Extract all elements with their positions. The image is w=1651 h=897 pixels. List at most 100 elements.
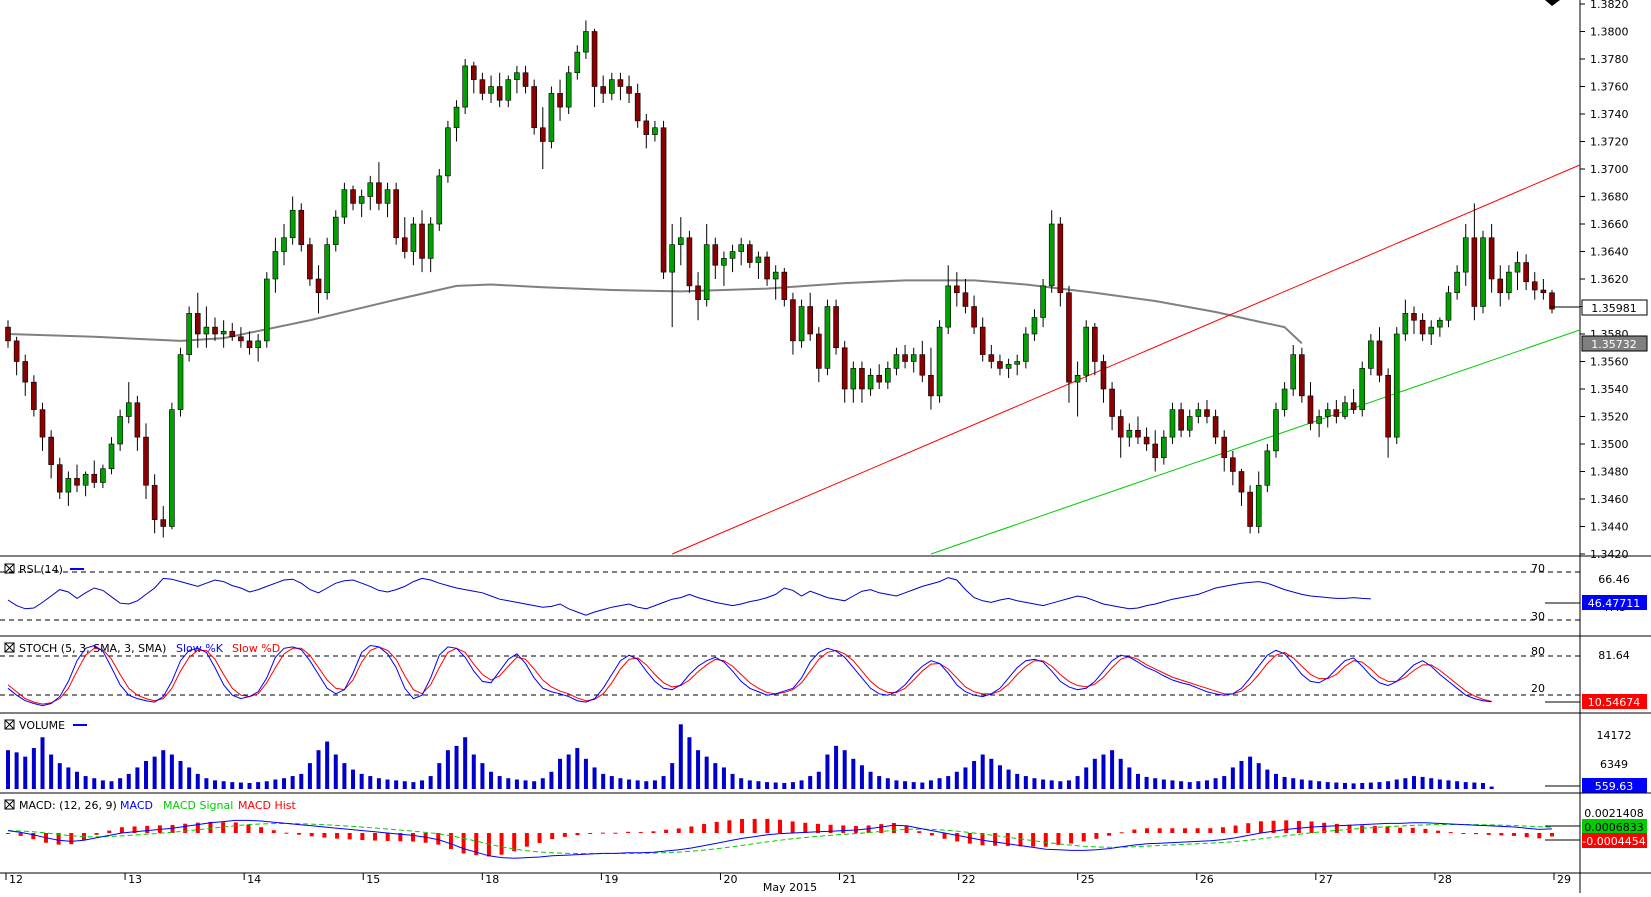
volume-bars bbox=[6, 724, 1494, 789]
macd-legend-hist: MACD Hist bbox=[238, 799, 297, 812]
time-tick-label: 27 bbox=[1319, 873, 1333, 886]
volume-bar bbox=[273, 779, 278, 789]
candle bbox=[1247, 485, 1253, 534]
price-tick-label: 1.3640 bbox=[1590, 246, 1629, 259]
volume-bar bbox=[609, 776, 614, 789]
candle bbox=[712, 237, 719, 279]
volume-bar bbox=[402, 781, 407, 789]
volume-bar bbox=[954, 771, 959, 789]
volume-bar bbox=[6, 750, 10, 789]
macd-hist-bar bbox=[1157, 828, 1162, 833]
volume-bar bbox=[696, 750, 701, 789]
volume-bar bbox=[1368, 782, 1373, 789]
macd-hist-bar bbox=[335, 833, 340, 839]
volume-bar bbox=[851, 758, 856, 789]
volume-bar bbox=[31, 748, 36, 789]
candle bbox=[315, 265, 322, 314]
candle bbox=[393, 182, 399, 245]
volume-axis-mid: 6349 bbox=[1600, 758, 1628, 771]
candle bbox=[229, 323, 236, 341]
candle bbox=[1531, 272, 1538, 300]
volume-bar bbox=[627, 779, 632, 789]
macd-hist-bar bbox=[347, 833, 352, 840]
volume-bar bbox=[842, 750, 847, 789]
scroll-marker-icon[interactable] bbox=[1545, 0, 1560, 6]
candle bbox=[100, 464, 106, 488]
macd-signal-line bbox=[7, 823, 1553, 855]
macd-hist-bar bbox=[1119, 832, 1124, 834]
volume-bar bbox=[1170, 780, 1175, 789]
volume-close-icon[interactable] bbox=[4, 719, 15, 730]
volume-bar bbox=[213, 780, 218, 789]
macd-hist-bar bbox=[1233, 825, 1238, 833]
volume-bar bbox=[1239, 760, 1244, 789]
time-tick-label: 19 bbox=[604, 873, 618, 886]
candle bbox=[91, 460, 98, 488]
macd-hist-bar bbox=[803, 822, 808, 833]
volume-bar bbox=[1084, 767, 1089, 789]
volume-bar bbox=[376, 778, 381, 789]
volume-bar bbox=[445, 750, 450, 789]
volume-bar bbox=[670, 763, 675, 789]
volume-bar bbox=[126, 773, 131, 789]
macd-hist-bar bbox=[714, 821, 719, 833]
volume-bar bbox=[14, 752, 19, 789]
candle bbox=[31, 375, 37, 417]
candle bbox=[1083, 320, 1090, 383]
volume-bar bbox=[592, 767, 597, 789]
macd-panel: MACD: (12, 26, 9) MACD MACD Signal MACD … bbox=[0, 792, 1651, 859]
macd-hist-bar bbox=[664, 829, 669, 833]
volume-bar bbox=[264, 781, 269, 789]
last-price-label: 1.35981 bbox=[1591, 302, 1637, 315]
volume-bar bbox=[92, 778, 97, 789]
candle bbox=[220, 320, 227, 348]
macd-hist-bar bbox=[778, 819, 782, 833]
candle bbox=[56, 457, 63, 499]
candle bbox=[186, 306, 192, 362]
macd-hist-bar bbox=[1094, 833, 1099, 839]
volume-bar bbox=[1092, 758, 1097, 789]
month-label: May 2015 bbox=[763, 881, 817, 893]
macd-hist-bar bbox=[1512, 833, 1517, 836]
macd-hist-bar bbox=[1461, 833, 1466, 834]
stoch-panel: STOCH (5, 3, SMA, 3, SMA) Slow %K Slow %… bbox=[0, 635, 1651, 709]
stoch-close-icon[interactable] bbox=[4, 642, 15, 653]
macd-hist-bar bbox=[6, 833, 10, 834]
macd-hist-bar bbox=[740, 818, 745, 833]
macd-hist-bar bbox=[1322, 822, 1327, 833]
candle bbox=[876, 364, 882, 389]
macd-legend-macd: MACD bbox=[120, 799, 153, 812]
macd-hist-bar bbox=[1550, 833, 1554, 837]
candle bbox=[531, 79, 537, 135]
macd-hist-bar bbox=[1448, 832, 1453, 834]
volume-bar bbox=[678, 724, 683, 789]
volume-bar bbox=[290, 776, 295, 789]
rsi-close-icon[interactable] bbox=[4, 563, 15, 574]
macd-hist-bar bbox=[1271, 820, 1276, 833]
macd-hist-bar bbox=[613, 832, 618, 834]
candle bbox=[885, 361, 891, 389]
candle bbox=[1143, 427, 1150, 451]
volume-bar bbox=[920, 782, 925, 789]
candle bbox=[436, 169, 443, 231]
price-tick-label: 1.3540 bbox=[1590, 383, 1629, 396]
candle bbox=[583, 20, 589, 59]
macd-hist-bar bbox=[1385, 826, 1390, 833]
candle bbox=[281, 224, 287, 266]
volume-bar bbox=[1360, 782, 1365, 789]
volume-bar bbox=[1161, 779, 1166, 789]
candle bbox=[419, 210, 425, 273]
volume-bar bbox=[1066, 780, 1071, 789]
candle bbox=[1307, 382, 1314, 431]
time-tick-label: 12 bbox=[9, 873, 23, 886]
volume-bar bbox=[1489, 786, 1494, 789]
volume-bar bbox=[808, 776, 813, 789]
volume-bar bbox=[739, 778, 744, 789]
volume-bar bbox=[1386, 781, 1391, 789]
macd-hist-bar bbox=[410, 833, 415, 842]
macd-close-icon[interactable] bbox=[4, 799, 15, 810]
macd-hist-bar bbox=[841, 825, 846, 833]
volume-bar bbox=[765, 782, 770, 789]
rsi-axis-high: 66.46 bbox=[1598, 573, 1630, 586]
volume-bar bbox=[558, 758, 563, 789]
